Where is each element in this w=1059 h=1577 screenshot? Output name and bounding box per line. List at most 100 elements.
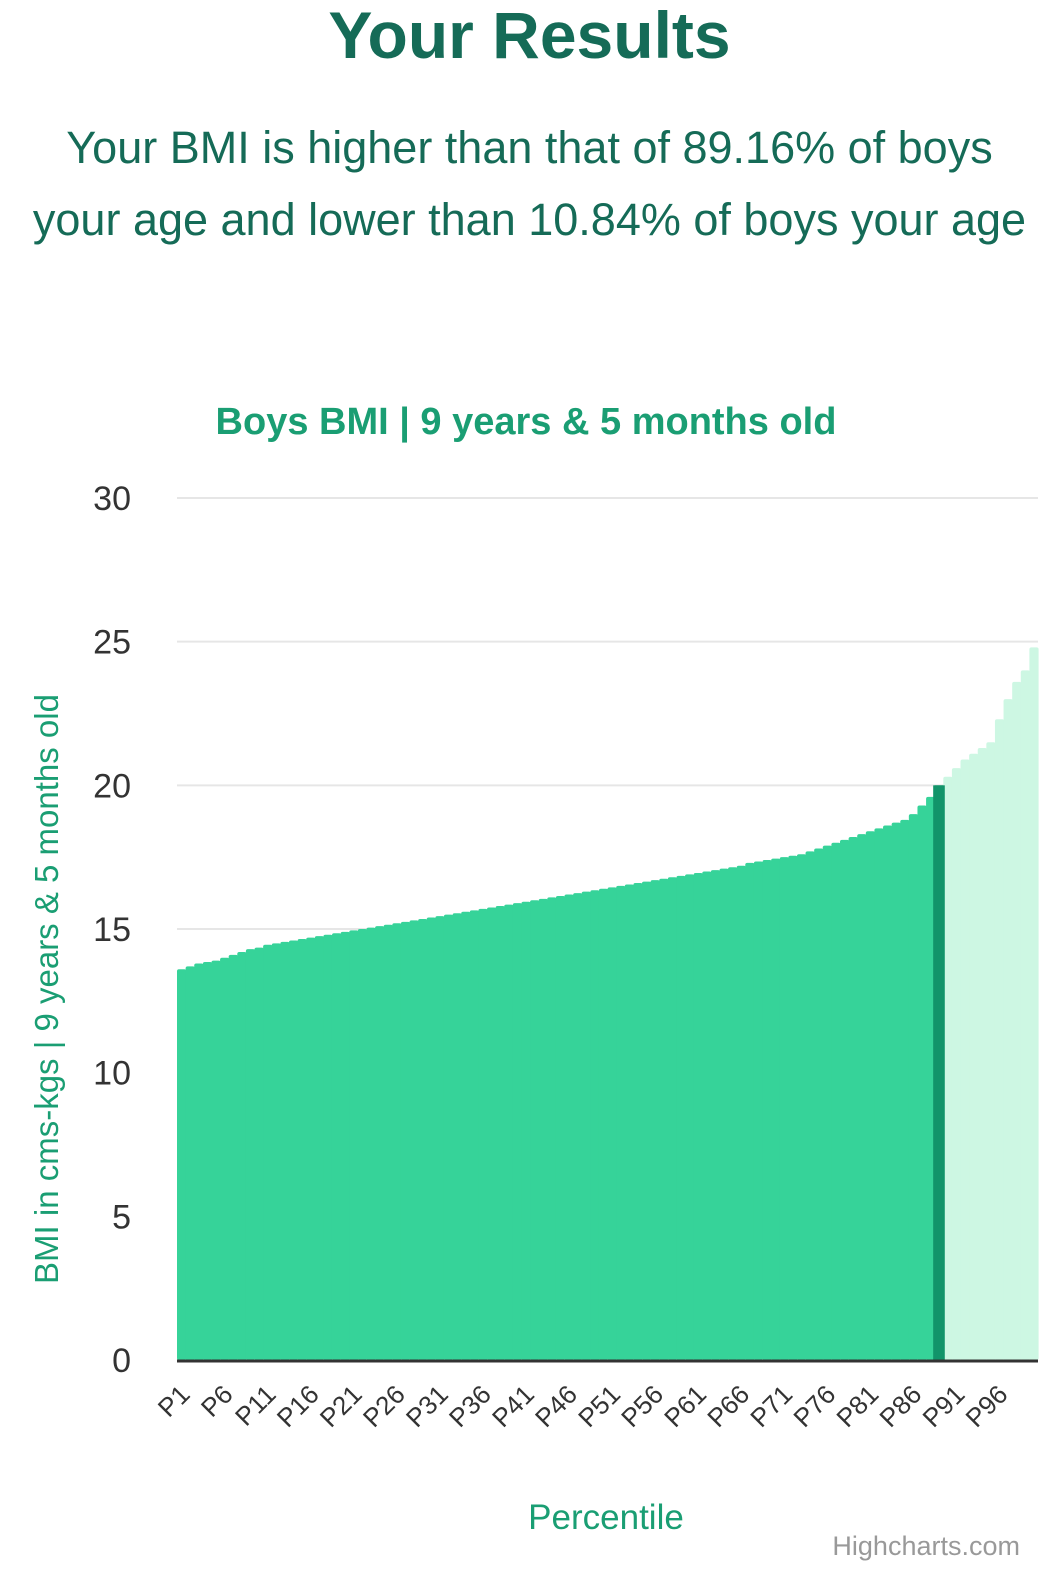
bar[interactable] <box>977 747 987 1360</box>
bar[interactable] <box>340 931 350 1360</box>
bar[interactable] <box>400 921 411 1360</box>
bar[interactable] <box>1003 699 1013 1360</box>
bar[interactable] <box>951 768 962 1360</box>
bar[interactable] <box>616 885 626 1360</box>
bar[interactable] <box>202 962 213 1360</box>
bar[interactable] <box>185 966 195 1360</box>
bar[interactable] <box>530 900 540 1360</box>
bar[interactable] <box>573 893 583 1360</box>
bar[interactable] <box>504 904 514 1360</box>
bar[interactable] <box>969 753 979 1360</box>
bar[interactable] <box>486 907 497 1360</box>
bar[interactable] <box>624 884 634 1360</box>
bar[interactable] <box>865 831 876 1360</box>
bar[interactable] <box>676 875 686 1360</box>
bar[interactable] <box>435 916 445 1360</box>
bar[interactable] <box>728 867 738 1360</box>
bar[interactable] <box>461 911 471 1360</box>
bar[interactable] <box>702 871 712 1360</box>
bar[interactable] <box>788 855 798 1360</box>
bar[interactable] <box>263 944 273 1360</box>
bar[interactable] <box>418 918 428 1360</box>
bar[interactable] <box>521 901 531 1360</box>
bar[interactable] <box>245 949 256 1360</box>
bar[interactable] <box>331 933 342 1360</box>
bar[interactable] <box>908 814 919 1360</box>
bar[interactable] <box>452 913 462 1360</box>
bar[interactable] <box>271 943 281 1360</box>
bar[interactable] <box>375 926 385 1360</box>
bar[interactable] <box>314 936 324 1360</box>
bar[interactable] <box>693 872 703 1360</box>
bar[interactable] <box>581 891 591 1360</box>
bar[interactable] <box>538 898 548 1360</box>
bar[interactable] <box>607 887 617 1360</box>
bar[interactable] <box>306 937 316 1360</box>
bar[interactable] <box>762 860 772 1360</box>
bar[interactable] <box>960 759 970 1360</box>
bar[interactable] <box>710 870 721 1360</box>
bar[interactable] <box>641 881 652 1360</box>
bar[interactable] <box>667 877 677 1360</box>
bar[interactable] <box>891 822 901 1360</box>
bar[interactable] <box>779 857 789 1360</box>
bar[interactable] <box>288 940 299 1360</box>
bar[interactable] <box>512 903 522 1360</box>
bar[interactable] <box>753 861 764 1360</box>
bar[interactable] <box>943 776 953 1360</box>
bar[interactable] <box>357 929 368 1360</box>
bar[interactable] <box>857 834 867 1360</box>
bar[interactable] <box>736 865 746 1360</box>
bar[interactable] <box>228 954 238 1360</box>
bar[interactable] <box>926 796 936 1360</box>
bar[interactable] <box>280 941 290 1360</box>
bar[interactable] <box>874 828 884 1360</box>
bar[interactable] <box>719 868 729 1360</box>
bar[interactable] <box>650 880 660 1360</box>
bar[interactable] <box>443 914 454 1360</box>
bar[interactable] <box>814 848 824 1360</box>
bar[interactable] <box>297 939 307 1360</box>
bar[interactable] <box>805 851 815 1360</box>
bar[interactable] <box>1020 670 1030 1360</box>
bar[interactable] <box>839 839 850 1360</box>
bar[interactable] <box>917 805 927 1360</box>
bar[interactable] <box>848 837 858 1360</box>
bar[interactable] <box>237 951 247 1360</box>
bar[interactable] <box>1012 681 1022 1360</box>
bar[interactable] <box>349 930 359 1360</box>
bar[interactable] <box>323 934 333 1360</box>
bar[interactable] <box>478 908 488 1360</box>
bar[interactable] <box>994 719 1005 1360</box>
bar[interactable] <box>392 923 402 1360</box>
bar[interactable] <box>383 924 393 1360</box>
bar[interactable] <box>495 906 505 1360</box>
bar[interactable] <box>547 897 557 1360</box>
bar[interactable] <box>211 960 221 1360</box>
bar[interactable] <box>796 854 807 1360</box>
bar[interactable] <box>469 910 479 1360</box>
bar[interactable] <box>900 819 910 1360</box>
bar[interactable] <box>254 947 264 1360</box>
bar[interactable] <box>986 742 996 1360</box>
bar[interactable] <box>409 920 419 1360</box>
bar[interactable] <box>633 883 643 1360</box>
bar[interactable] <box>220 957 230 1360</box>
bar[interactable] <box>590 890 600 1360</box>
bar[interactable] <box>771 858 781 1360</box>
bar[interactable] <box>194 963 204 1360</box>
bar[interactable] <box>1029 647 1039 1360</box>
bar[interactable] <box>426 917 436 1360</box>
bar[interactable] <box>564 894 574 1360</box>
bar[interactable] <box>555 895 566 1360</box>
bar-user-percentile-highlight[interactable] <box>933 785 945 1360</box>
bar[interactable] <box>659 878 669 1360</box>
bar[interactable] <box>745 862 755 1360</box>
bar[interactable] <box>684 874 695 1360</box>
bar[interactable] <box>883 825 893 1360</box>
bar[interactable] <box>598 888 609 1360</box>
bar[interactable] <box>177 969 187 1360</box>
chart-credits[interactable]: Highcharts.com <box>832 1531 1020 1561</box>
bar[interactable] <box>831 842 841 1360</box>
bar[interactable] <box>366 927 376 1360</box>
